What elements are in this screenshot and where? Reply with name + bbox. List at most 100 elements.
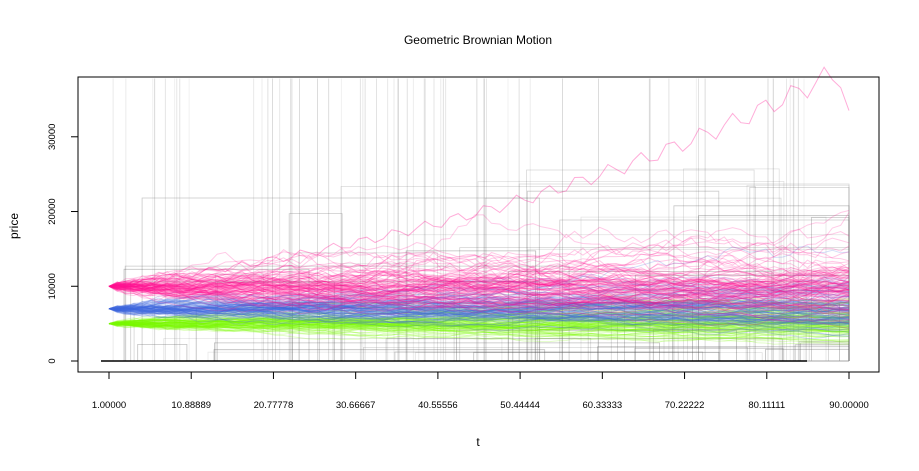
price-path — [108, 293, 850, 324]
price-path — [108, 319, 850, 333]
price-path — [108, 322, 850, 330]
price-path — [108, 269, 850, 301]
step-connector — [340, 186, 756, 361]
price-path — [108, 296, 850, 314]
price-path — [108, 268, 850, 296]
price-path — [108, 237, 850, 290]
price-path — [108, 308, 850, 325]
step-connector — [318, 303, 840, 361]
price-path — [108, 300, 850, 316]
price-path — [108, 296, 850, 325]
price-path — [108, 290, 850, 312]
price-path — [108, 274, 850, 298]
price-path — [108, 321, 850, 338]
price-path — [108, 314, 850, 327]
step-connector — [473, 351, 720, 361]
price-path — [108, 305, 850, 320]
step-connector — [749, 187, 850, 361]
step-connector — [399, 234, 850, 361]
price-path — [108, 301, 850, 331]
price-path — [108, 239, 850, 300]
price-path — [108, 285, 850, 311]
price-path — [108, 271, 850, 292]
price-path — [108, 233, 850, 296]
price-path — [108, 285, 850, 324]
price-path — [108, 269, 850, 289]
price-path — [108, 302, 850, 315]
price-path — [108, 294, 850, 325]
price-path — [108, 273, 850, 298]
price-path — [108, 322, 850, 339]
price-path — [108, 274, 850, 311]
step-connectors — [112, 78, 850, 361]
price-path — [108, 304, 850, 332]
price-path — [109, 322, 850, 336]
price-path — [108, 320, 850, 333]
price-path — [108, 308, 849, 321]
price-path — [108, 323, 850, 336]
price-path — [108, 214, 850, 287]
price-path — [108, 312, 850, 325]
step-connector — [559, 219, 850, 361]
step-connector — [215, 274, 264, 361]
price-path — [108, 287, 850, 310]
price-path — [108, 298, 850, 325]
price-path — [108, 312, 850, 325]
price-path — [108, 305, 850, 314]
price-path — [108, 320, 850, 333]
price-path — [108, 270, 850, 295]
price-path — [108, 284, 850, 312]
price-path — [108, 299, 850, 321]
price-path — [108, 310, 850, 325]
price-path — [108, 289, 850, 317]
price-path — [108, 269, 850, 302]
price-path — [108, 323, 850, 345]
price-path — [108, 273, 850, 302]
x-tick-label: 40.55556 — [418, 400, 458, 411]
price-path — [108, 285, 850, 321]
price-path — [108, 301, 850, 328]
price-path — [108, 291, 850, 318]
step-connector — [207, 351, 679, 361]
price-path — [108, 249, 850, 295]
price-path — [108, 313, 850, 331]
price-path — [108, 311, 850, 331]
price-path — [108, 284, 850, 310]
price-path — [108, 282, 850, 304]
step-connector — [477, 181, 785, 361]
price-path — [108, 279, 850, 301]
price-path — [108, 296, 850, 320]
price-path — [108, 296, 850, 319]
price-path — [108, 273, 850, 299]
price-path — [108, 281, 850, 312]
price-path — [108, 227, 850, 289]
price-path — [108, 318, 850, 328]
price-path — [108, 301, 850, 316]
price-path — [108, 290, 850, 314]
step-connector — [414, 352, 763, 361]
price-path — [108, 321, 850, 340]
x-axis: 1.00000 10.88889 20.77778 30.66667 40.55556 5… — [92, 371, 869, 411]
x-axis-label: t — [476, 435, 480, 449]
price-path — [108, 282, 850, 314]
step-connector — [677, 307, 850, 361]
price-path — [108, 210, 850, 289]
price-path — [108, 306, 849, 323]
price-path — [108, 281, 850, 296]
price-path — [108, 304, 850, 320]
step-connector — [526, 169, 755, 361]
price-path — [108, 292, 850, 312]
price-path — [108, 319, 850, 333]
price-path — [108, 269, 850, 300]
price-path — [108, 276, 850, 301]
price-path — [108, 316, 850, 329]
price-path — [108, 314, 850, 326]
price-path — [108, 282, 850, 314]
price-path — [108, 314, 850, 326]
price-path — [108, 278, 850, 311]
step-connector — [526, 190, 720, 361]
step-connector — [298, 252, 438, 361]
step-connector — [288, 213, 343, 361]
price-path — [108, 318, 850, 329]
price-path — [108, 275, 849, 316]
